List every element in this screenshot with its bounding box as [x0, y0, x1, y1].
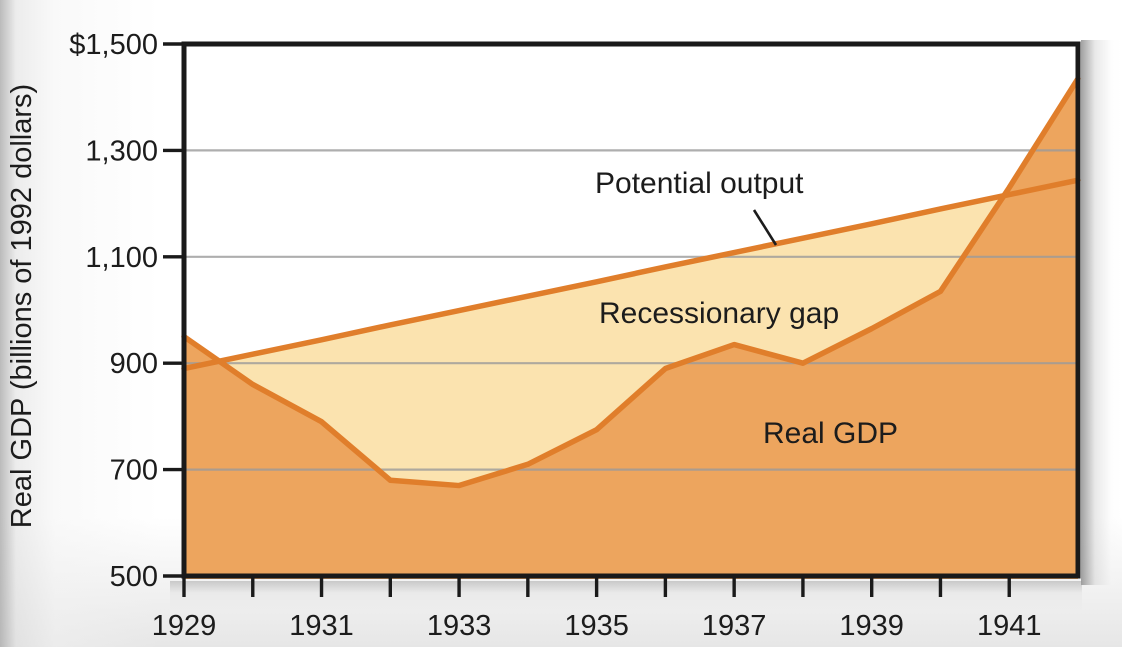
- recessionary-gap-label: Recessionary gap: [599, 297, 840, 330]
- x-tick-label: 1931: [289, 610, 354, 642]
- y-tick-label: 1,100: [85, 242, 158, 274]
- x-tick-label: 1937: [702, 610, 767, 642]
- y-tick-label: $1,500: [69, 29, 158, 61]
- y-tick-label: 1,300: [85, 135, 158, 167]
- x-tick-label: 1929: [152, 610, 217, 642]
- potential-output-pointer: [752, 209, 778, 246]
- y-tick-label: 500: [110, 561, 158, 593]
- y-axis-title: Real GDP (billions of 1992 dollars): [6, 83, 38, 529]
- real-gdp-label: Real GDP: [763, 417, 899, 450]
- frame-shadow-right: [1081, 40, 1122, 585]
- y-tick-label: 900: [110, 348, 158, 380]
- x-tick-label: 1935: [564, 610, 629, 642]
- x-tick-label: 1933: [427, 610, 492, 642]
- real-gdp-line: [181, 75, 1081, 489]
- x-tick-label: 1941: [977, 610, 1042, 642]
- potential-output-line: [181, 177, 1081, 372]
- plot-frame: [181, 41, 1081, 579]
- x-tick-label: 1939: [839, 610, 904, 642]
- real-gdp-area: [184, 78, 1078, 579]
- potential-output-label: Potential output: [595, 167, 804, 200]
- y-tick-label: 700: [110, 455, 158, 487]
